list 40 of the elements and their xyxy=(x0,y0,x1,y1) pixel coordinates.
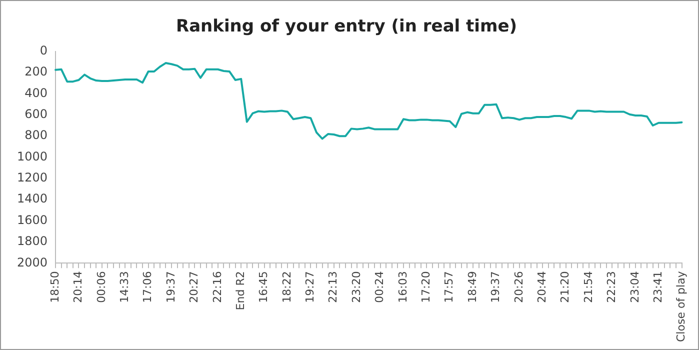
y-tick-label: 2000 xyxy=(16,255,48,270)
x-tick-label: 18:22 xyxy=(280,271,294,303)
x-tick-label: 16:03 xyxy=(396,271,410,303)
x-tick-label: End R2 xyxy=(234,271,247,310)
x-tick-label: 17:06 xyxy=(141,271,154,303)
y-tick-label: 400 xyxy=(24,86,48,100)
y-tick-label: 1000 xyxy=(16,149,48,164)
x-tick-label: 16:45 xyxy=(257,271,270,303)
x-tick-label: 00:24 xyxy=(373,271,386,303)
y-tick-label: 1200 xyxy=(16,170,48,185)
x-tick-label: 17:20 xyxy=(420,271,433,303)
chart-title: Ranking of your entry (in real time) xyxy=(176,16,518,37)
x-tick-label: 22:23 xyxy=(605,271,618,303)
x-tick-label: 22:13 xyxy=(326,271,340,303)
x-tick-label: 22:16 xyxy=(210,271,224,303)
x-tick-label: Close of play xyxy=(674,270,688,342)
x-tick-label: 21:54 xyxy=(582,271,595,303)
x-tick-label: 21:20 xyxy=(558,271,572,303)
x-tick-label: 23:04 xyxy=(628,271,642,303)
x-tick-label: 23:41 xyxy=(651,271,664,303)
y-tick-label: 200 xyxy=(24,64,48,79)
y-tick-label: 800 xyxy=(24,128,48,142)
y-tick-label: 1600 xyxy=(16,212,48,227)
y-tick-label: 1800 xyxy=(16,234,48,248)
x-tick-label: 20:44 xyxy=(535,271,548,303)
x-tick-label: 20:14 xyxy=(72,271,85,303)
x-tick-label: 19:37 xyxy=(489,271,502,303)
x-tick-label: 17:57 xyxy=(442,271,456,303)
y-tick-label: 1400 xyxy=(16,192,48,206)
x-tick-label: 14:33 xyxy=(118,271,131,303)
y-tick-label: 0 xyxy=(40,44,48,58)
x-tick-label: 19:37 xyxy=(164,271,178,303)
x-tick-label: 18:49 xyxy=(466,271,479,303)
x-tick-label: 19:27 xyxy=(304,271,317,303)
x-tick-label: 23:20 xyxy=(350,271,363,303)
x-tick-label: 20:26 xyxy=(512,271,526,303)
y-tick-label: 600 xyxy=(24,107,48,122)
x-tick-label: 18:50 xyxy=(48,271,62,303)
x-tick-label: 00:06 xyxy=(94,271,108,303)
x-tick-label: 20:27 xyxy=(188,271,201,303)
